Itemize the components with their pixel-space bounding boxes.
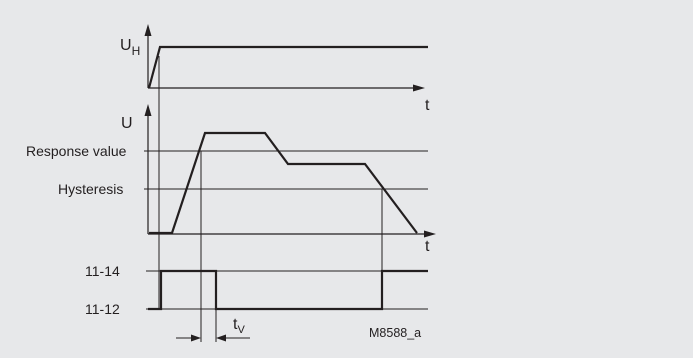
contact-1112-label: 11-12 — [85, 301, 120, 317]
contact-1114-label: 11-14 — [85, 263, 120, 279]
uh-signal — [147, 45, 428, 89]
tv-label: tV — [233, 316, 245, 336]
response-value-label: Response value — [26, 143, 127, 159]
supply-voltage-panel: UH t — [120, 24, 430, 114]
timing-references — [158, 56, 383, 342]
u-axis-arrow-icon — [144, 104, 152, 116]
tv-dimension: tV — [176, 316, 250, 342]
uh-time-axis-arrow-icon — [413, 84, 425, 92]
u-time-axis-arrow-icon — [424, 230, 436, 238]
figure-code: M8588_a — [369, 326, 421, 340]
t-label-mid: t — [425, 238, 430, 255]
tv-left-arrow-icon — [191, 334, 201, 342]
contact-signal — [148, 269, 428, 311]
t-label-top: t — [425, 97, 430, 114]
uh-axis-arrow-icon — [144, 24, 152, 36]
hysteresis-label: Hysteresis — [58, 181, 123, 197]
u-label: U — [121, 115, 133, 132]
contact-panel: 11-14 11-12 — [85, 263, 428, 317]
u-signal — [149, 131, 418, 235]
uh-label: UH — [120, 37, 140, 58]
measured-voltage-panel: U Response value Hysteresis t — [26, 104, 436, 255]
tv-right-arrow-icon — [216, 334, 226, 342]
